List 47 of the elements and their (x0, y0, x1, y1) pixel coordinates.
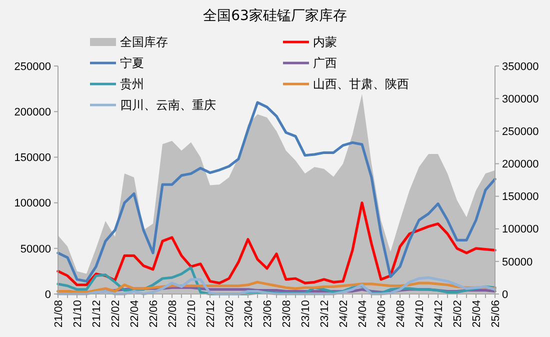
x-tick-label: 21/10 (72, 300, 84, 328)
x-tick-label: 24/06 (376, 300, 388, 328)
y2-tick-label: 300000 (502, 93, 539, 106)
x-tick-label: 25/02 (452, 300, 464, 328)
y2-tick-label: 50000 (502, 256, 533, 268)
legend-label: 四川、云南、重庆 (120, 98, 216, 112)
legend-label: 贵州 (120, 77, 144, 92)
x-tick-label: 23/08 (280, 300, 293, 328)
x-tick-label: 25/06 (490, 300, 502, 328)
x-tick-label: 23/10 (300, 300, 312, 328)
x-tick-label: 23/02 (224, 300, 236, 328)
x-tick-label: 25/04 (470, 300, 483, 328)
legend-label: 内蒙 (313, 35, 337, 50)
x-tick-label: 24/12 (432, 300, 445, 328)
x-tick-label: 22/08 (166, 300, 179, 328)
x-tick-label: 22/02 (110, 300, 122, 328)
y-tick-label: 150000 (14, 152, 51, 164)
x-tick-label: 22/10 (186, 300, 198, 328)
x-tick-label: 23/04 (242, 300, 255, 328)
x-tick-label: 23/06 (262, 300, 274, 328)
y2-tick-label: 350000 (502, 60, 539, 73)
x-tick-label: 23/12 (318, 300, 331, 328)
legend-label: 宁夏 (120, 56, 144, 70)
x-tick-label: 22/12 (204, 300, 217, 328)
y-tick-label: 0 (44, 288, 51, 301)
legend-label: 全国库存 (120, 35, 168, 50)
y-tick-label: 200000 (14, 106, 51, 118)
x-tick-label: 24/02 (338, 300, 350, 328)
y2-tick-label: 100000 (502, 224, 539, 236)
x-tick-label: 22/04 (128, 300, 141, 328)
legend-label: 山西、甘肃、陕西 (313, 77, 409, 92)
y2-tick-label: 250000 (502, 126, 539, 138)
y-tick-label: 50000 (20, 243, 51, 256)
x-tick-label: 24/08 (394, 300, 407, 328)
x-tick-label: 22/06 (148, 300, 160, 328)
x-tick-label: 21/08 (52, 300, 65, 328)
chart-title: 全国63家硅锰厂家库存 (203, 8, 347, 24)
y2-tick-label: 0 (502, 288, 508, 301)
line-series (56, 202, 496, 286)
y2-tick-label: 150000 (502, 191, 539, 204)
y-tick-label: 250000 (14, 60, 51, 73)
legend-label: 广西 (313, 56, 337, 70)
y-tick-label: 100000 (14, 198, 51, 210)
x-tick-label: 24/04 (356, 300, 369, 328)
x-tick-label: 24/10 (414, 300, 426, 328)
y2-tick-label: 200000 (502, 158, 539, 171)
x-tick-label: 21/12 (90, 300, 103, 328)
